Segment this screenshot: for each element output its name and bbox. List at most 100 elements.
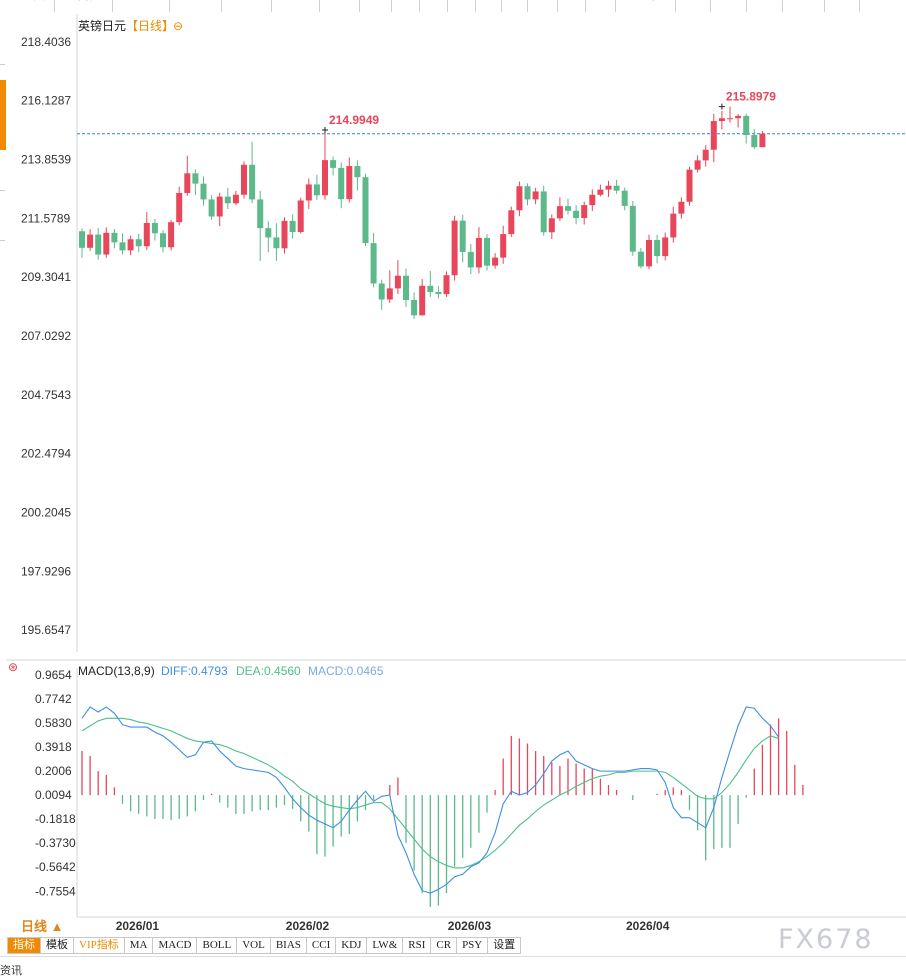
candle (330, 160, 337, 168)
indicator-tab-13[interactable]: PSY (457, 937, 489, 954)
toolbar-home-icon-button[interactable]: 首页 (55, 0, 113, 12)
indicator-tab-6[interactable]: VOL (237, 937, 271, 954)
toolbar-back-arrow-icon-button[interactable]: 返回 (0, 0, 55, 12)
candle (532, 191, 539, 200)
macd-y-tick-label: -0.3730 (35, 836, 76, 850)
candle (265, 228, 272, 238)
footer-divider (0, 956, 906, 957)
macd-settings-icon[interactable]: ⊛ (8, 660, 18, 674)
macd-y-tick-label: 0.7742 (35, 692, 72, 706)
candle (565, 206, 571, 211)
candle (524, 186, 531, 200)
candle (451, 220, 458, 276)
indicator-tab-10[interactable]: LW& (367, 937, 404, 954)
left-strip-divider (0, 64, 5, 65)
candle (289, 220, 296, 233)
candle (313, 184, 320, 196)
y-tick-label: 209.3041 (21, 270, 71, 284)
indicator-tab-1[interactable]: 模板 (41, 937, 74, 954)
candle (273, 237, 280, 249)
candle (362, 177, 369, 244)
indicator-tab-0[interactable]: 指标 (7, 937, 41, 954)
candle (87, 234, 94, 248)
toolbar: 返回首页 tick5日51030604H日周月年更多 (0, 0, 906, 12)
macd-y-tick-label: 0.0094 (35, 788, 72, 802)
indicator-tab-12[interactable]: CR (431, 937, 458, 954)
candle (459, 220, 466, 252)
y-tick-label: 207.0292 (21, 329, 71, 343)
x-tick-label: 2026/03 (448, 919, 492, 933)
candle (200, 183, 207, 200)
candle (508, 210, 515, 235)
candle (119, 242, 126, 251)
candle (103, 232, 110, 255)
candle (419, 285, 426, 316)
period-tab[interactable]: 日线 ▲ (7, 919, 73, 935)
toolbar-zoom-out-button[interactable] (711, 0, 747, 12)
macd-legend-dea: DEA:0.4560 (236, 664, 301, 678)
toolbar-period-button[interactable]: 周 (528, 0, 558, 12)
candle (678, 201, 685, 214)
candle (467, 251, 474, 268)
toolbar-period-button[interactable]: 月 (558, 0, 586, 12)
toolbar-function-button[interactable] (676, 0, 711, 12)
candle (411, 300, 418, 316)
candle (160, 233, 166, 248)
candle (216, 196, 223, 217)
toolbar-period-button[interactable]: 5 (360, 0, 392, 12)
x-tick-label: 2026/04 (626, 919, 670, 933)
indicator-tab-7[interactable]: BIAS (270, 937, 307, 954)
indicator-bar: 指标 模板 VIP指标 MA MACD BOLL VOL BIAS CCI KDJ LW& RSI CR… (7, 937, 522, 954)
candle (621, 190, 628, 206)
toolbar-triangle-button[interactable] (825, 0, 860, 12)
candle (322, 160, 328, 196)
indicator-tab-8[interactable]: CCI (306, 937, 337, 954)
candle (573, 210, 580, 219)
candle (727, 118, 733, 120)
toolbar-period-button[interactable]: 年 (586, 0, 616, 12)
candle (403, 275, 409, 301)
chart-canvas[interactable]: 218.4036 216.1287 213.8539 211.5789 209.3041… (0, 0, 906, 935)
y-tick-label: 197.9296 (21, 564, 71, 578)
toolbar-bar-chart-button[interactable] (170, 0, 222, 12)
toolbar-period-button[interactable]: 60 (448, 0, 476, 12)
toolbar-period-button[interactable]: 10 (392, 0, 420, 12)
indicator-tab-2[interactable]: VIP指标 (74, 937, 125, 954)
candle (176, 192, 183, 223)
left-strip-active-tab[interactable] (0, 80, 6, 150)
candle (637, 251, 644, 267)
candle (759, 133, 766, 148)
toolbar-candlestick-button[interactable] (222, 0, 272, 12)
indicator-tab-9[interactable]: KDJ (336, 937, 368, 954)
y-tick-label: 195.6547 (21, 623, 71, 637)
candle (548, 218, 555, 233)
candle (605, 185, 612, 190)
toolbar-period-button[interactable]: 4H (476, 0, 502, 12)
candle (427, 285, 434, 293)
candle (249, 164, 256, 200)
y-tick-label: 204.7543 (21, 388, 71, 402)
toolbar-period-button[interactable]: 30 (420, 0, 448, 12)
candle (694, 160, 701, 170)
indicator-tab-3[interactable]: MA (124, 937, 154, 954)
collapse-icon[interactable]: ⊖ (173, 19, 183, 33)
toolbar-refresh-button[interactable] (113, 0, 170, 12)
toolbar-menu-icon-button[interactable]: 更多 (616, 0, 676, 12)
toolbar-period-button[interactable]: 日 (502, 0, 528, 12)
candle (516, 186, 523, 211)
toolbar-period-button[interactable]: 5日 (320, 0, 360, 12)
macd-y-tick-label: 0.9654 (35, 668, 72, 682)
candle (394, 275, 401, 289)
toolbar-draw-pen-button[interactable] (783, 0, 825, 12)
indicator-tab-14[interactable]: 设置 (488, 937, 522, 954)
indicator-tab-11[interactable]: RSI (403, 937, 432, 954)
indicator-tab-4[interactable]: MACD (153, 937, 198, 954)
toolbar-zoom-in-button[interactable] (747, 0, 783, 12)
footer-label: 资讯 (0, 965, 22, 977)
candle (281, 220, 288, 249)
macd-y-tick-label: -0.1818 (35, 812, 76, 826)
toolbar-period-button[interactable]: tick (272, 0, 320, 12)
indicator-tab-5[interactable]: BOLL (197, 937, 238, 954)
candle (710, 121, 717, 150)
candle (484, 237, 490, 266)
